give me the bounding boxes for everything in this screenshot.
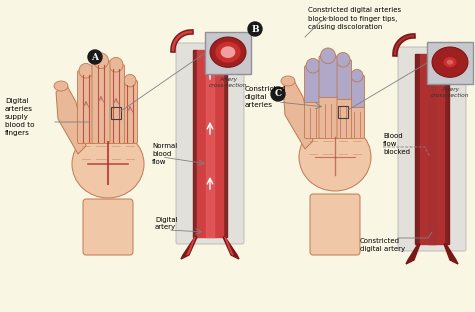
FancyBboxPatch shape [350,105,364,139]
Polygon shape [444,54,449,244]
FancyBboxPatch shape [176,43,244,244]
Polygon shape [206,50,214,237]
FancyBboxPatch shape [83,199,133,255]
Text: Constricted digital arteries
block blood to finger tips,
causing discoloration: Constricted digital arteries block blood… [308,7,401,30]
Circle shape [88,50,102,64]
FancyBboxPatch shape [205,32,251,74]
Ellipse shape [336,52,350,67]
FancyBboxPatch shape [304,66,322,103]
Polygon shape [406,244,420,264]
Polygon shape [187,237,195,255]
Ellipse shape [94,53,108,69]
Polygon shape [181,237,197,259]
Text: Constricted
digital
arteries: Constricted digital arteries [245,86,286,108]
Text: B: B [251,25,259,33]
FancyBboxPatch shape [334,96,352,139]
Text: Normal
blood
flow: Normal blood flow [152,143,177,165]
FancyBboxPatch shape [107,65,124,144]
Polygon shape [415,54,420,244]
Polygon shape [223,50,227,237]
Ellipse shape [321,48,335,64]
FancyBboxPatch shape [398,47,466,251]
Text: A: A [92,52,98,61]
Polygon shape [223,237,239,259]
Ellipse shape [447,60,453,65]
Ellipse shape [109,57,123,72]
FancyBboxPatch shape [334,60,352,100]
Text: Artery
cross-section: Artery cross-section [209,77,247,88]
Bar [338,106,348,118]
Polygon shape [283,79,313,149]
FancyBboxPatch shape [310,194,360,255]
Polygon shape [420,54,444,244]
FancyBboxPatch shape [319,95,337,139]
Ellipse shape [79,63,93,78]
Ellipse shape [299,123,371,191]
Text: C: C [275,90,282,99]
Ellipse shape [72,130,144,198]
Text: Constricted
digital artery: Constricted digital artery [360,238,405,252]
Circle shape [271,87,285,101]
Polygon shape [225,237,233,255]
Polygon shape [197,50,223,237]
Polygon shape [56,84,86,154]
Ellipse shape [432,47,468,77]
Ellipse shape [221,46,235,58]
Text: Blood
flow
blocked: Blood flow blocked [383,133,410,155]
Polygon shape [193,50,197,237]
Bar [111,107,121,119]
Polygon shape [428,54,436,244]
Text: Digital
artery: Digital artery [155,217,178,230]
Ellipse shape [54,81,68,91]
Ellipse shape [351,69,363,82]
FancyBboxPatch shape [92,61,110,144]
Ellipse shape [210,37,246,67]
FancyBboxPatch shape [77,71,95,144]
FancyBboxPatch shape [427,42,473,84]
Polygon shape [444,244,458,264]
Ellipse shape [215,42,241,63]
Circle shape [248,22,262,36]
Ellipse shape [444,57,456,67]
Ellipse shape [281,76,295,86]
FancyBboxPatch shape [319,56,337,97]
Ellipse shape [306,58,320,73]
Text: Digital
arteries
supply
blood to
fingers: Digital arteries supply blood to fingers [5,98,35,136]
Text: Artery
cross-section: Artery cross-section [431,87,469,98]
FancyBboxPatch shape [304,100,322,139]
FancyBboxPatch shape [350,76,364,108]
FancyBboxPatch shape [123,80,137,144]
Ellipse shape [124,74,136,87]
